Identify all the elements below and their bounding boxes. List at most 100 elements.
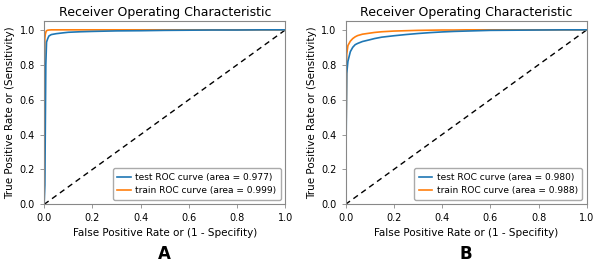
train ROC curve (area = 0.999)	[185, 28, 193, 31]
test ROC curve (area = 0.980)	[463, 30, 470, 33]
train ROC curve (area = 0.999)	[65, 28, 72, 31]
test ROC curve (area = 0.980)	[487, 29, 494, 32]
test ROC curve (area = 0.980)	[366, 38, 373, 41]
train ROC curve (area = 0.999)	[209, 28, 217, 31]
test ROC curve (area = 0.980)	[347, 50, 354, 53]
train ROC curve (area = 0.999)	[53, 28, 60, 31]
test ROC curve (area = 0.977)	[233, 29, 241, 32]
train ROC curve (area = 0.988)	[342, 203, 349, 206]
train ROC curve (area = 0.988)	[366, 32, 373, 35]
Legend: test ROC curve (area = 0.977), train ROC curve (area = 0.999): test ROC curve (area = 0.977), train ROC…	[113, 168, 281, 200]
test ROC curve (area = 0.977)	[185, 29, 193, 32]
test ROC curve (area = 0.980)	[359, 40, 366, 43]
train ROC curve (area = 0.999)	[137, 28, 144, 31]
test ROC curve (area = 0.977)	[44, 37, 52, 40]
test ROC curve (area = 0.980)	[583, 28, 590, 31]
test ROC curve (area = 0.977)	[282, 28, 289, 31]
test ROC curve (area = 0.980)	[390, 34, 397, 37]
test ROC curve (area = 0.980)	[511, 29, 518, 32]
train ROC curve (area = 0.988)	[347, 40, 354, 43]
test ROC curve (area = 0.980)	[559, 28, 566, 31]
train ROC curve (area = 0.999)	[89, 28, 96, 31]
test ROC curve (area = 0.980)	[451, 30, 458, 33]
test ROC curve (area = 0.977)	[209, 29, 217, 32]
Line: test ROC curve (area = 0.980): test ROC curve (area = 0.980)	[346, 30, 587, 204]
train ROC curve (area = 0.988)	[390, 30, 397, 33]
test ROC curve (area = 0.977)	[43, 41, 50, 44]
Line: train ROC curve (area = 0.999): train ROC curve (area = 0.999)	[44, 30, 286, 204]
test ROC curve (area = 0.977)	[161, 29, 169, 32]
Y-axis label: True Positive Rate or (Sensitivity): True Positive Rate or (Sensitivity)	[5, 26, 16, 199]
train ROC curve (area = 0.999)	[48, 28, 55, 31]
train ROC curve (area = 0.999)	[41, 37, 49, 40]
test ROC curve (area = 0.980)	[354, 42, 361, 45]
Title: Receiver Operating Characteristic: Receiver Operating Characteristic	[360, 6, 572, 19]
Line: test ROC curve (area = 0.977): test ROC curve (area = 0.977)	[44, 30, 286, 204]
Y-axis label: True Positive Rate or (Sensitivity): True Positive Rate or (Sensitivity)	[307, 26, 317, 199]
train ROC curve (area = 0.988)	[415, 29, 422, 32]
train ROC curve (area = 0.988)	[344, 44, 352, 47]
train ROC curve (area = 0.988)	[349, 37, 356, 40]
test ROC curve (area = 0.980)	[475, 29, 482, 32]
train ROC curve (area = 0.999)	[42, 33, 49, 36]
test ROC curve (area = 0.980)	[349, 46, 356, 49]
train ROC curve (area = 0.999)	[257, 28, 265, 31]
test ROC curve (area = 0.977)	[41, 203, 48, 206]
test ROC curve (area = 0.977)	[137, 29, 144, 32]
train ROC curve (area = 0.988)	[559, 28, 566, 31]
train ROC curve (area = 0.988)	[487, 28, 494, 31]
X-axis label: False Positive Rate or (1 - Specifity): False Positive Rate or (1 - Specifity)	[374, 228, 558, 238]
test ROC curve (area = 0.977)	[60, 31, 67, 34]
train ROC curve (area = 0.988)	[354, 34, 361, 37]
test ROC curve (area = 0.980)	[344, 60, 352, 63]
train ROC curve (area = 0.988)	[451, 29, 458, 32]
train ROC curve (area = 0.999)	[282, 28, 289, 31]
test ROC curve (area = 0.980)	[352, 43, 359, 46]
test ROC curve (area = 0.980)	[535, 29, 542, 32]
test ROC curve (area = 0.977)	[77, 30, 84, 33]
train ROC curve (area = 0.999)	[233, 28, 241, 31]
test ROC curve (area = 0.980)	[402, 33, 409, 36]
train ROC curve (area = 0.999)	[46, 29, 53, 32]
train ROC curve (area = 0.988)	[352, 35, 359, 39]
X-axis label: False Positive Rate or (1 - Specifity): False Positive Rate or (1 - Specifity)	[73, 228, 257, 238]
test ROC curve (area = 0.980)	[439, 30, 446, 34]
train ROC curve (area = 0.988)	[378, 30, 385, 33]
train ROC curve (area = 0.999)	[113, 28, 120, 31]
test ROC curve (area = 0.977)	[41, 184, 49, 187]
train ROC curve (area = 0.988)	[583, 28, 590, 31]
Legend: test ROC curve (area = 0.980), train ROC curve (area = 0.988): test ROC curve (area = 0.980), train ROC…	[414, 168, 583, 200]
test ROC curve (area = 0.977)	[53, 32, 60, 35]
train ROC curve (area = 0.988)	[371, 31, 378, 34]
train ROC curve (area = 0.999)	[43, 29, 50, 32]
train ROC curve (area = 0.999)	[43, 30, 50, 33]
train ROC curve (area = 0.999)	[44, 29, 52, 32]
test ROC curve (area = 0.980)	[415, 32, 422, 35]
train ROC curve (area = 0.999)	[41, 203, 48, 206]
Line: train ROC curve (area = 0.988): train ROC curve (area = 0.988)	[346, 30, 587, 204]
train ROC curve (area = 0.988)	[427, 29, 434, 32]
test ROC curve (area = 0.977)	[46, 34, 53, 37]
test ROC curve (area = 0.977)	[113, 29, 120, 32]
train ROC curve (area = 0.988)	[359, 33, 366, 36]
test ROC curve (area = 0.980)	[343, 72, 350, 75]
test ROC curve (area = 0.977)	[42, 63, 49, 66]
train ROC curve (area = 0.988)	[402, 29, 409, 32]
test ROC curve (area = 0.977)	[89, 30, 96, 33]
test ROC curve (area = 0.977)	[48, 33, 55, 36]
train ROC curve (area = 0.988)	[463, 28, 470, 31]
test ROC curve (area = 0.980)	[427, 31, 434, 34]
Title: Receiver Operating Characteristic: Receiver Operating Characteristic	[59, 6, 271, 19]
test ROC curve (area = 0.980)	[342, 203, 349, 206]
test ROC curve (area = 0.977)	[257, 28, 265, 31]
Text: A: A	[158, 245, 171, 262]
train ROC curve (area = 0.999)	[161, 28, 169, 31]
test ROC curve (area = 0.980)	[378, 36, 385, 39]
test ROC curve (area = 0.980)	[371, 37, 378, 40]
test ROC curve (area = 0.977)	[65, 31, 72, 34]
train ROC curve (area = 0.988)	[511, 28, 518, 31]
train ROC curve (area = 0.988)	[439, 29, 446, 32]
train ROC curve (area = 0.988)	[343, 53, 350, 56]
train ROC curve (area = 0.988)	[535, 28, 542, 31]
Text: B: B	[460, 245, 472, 262]
